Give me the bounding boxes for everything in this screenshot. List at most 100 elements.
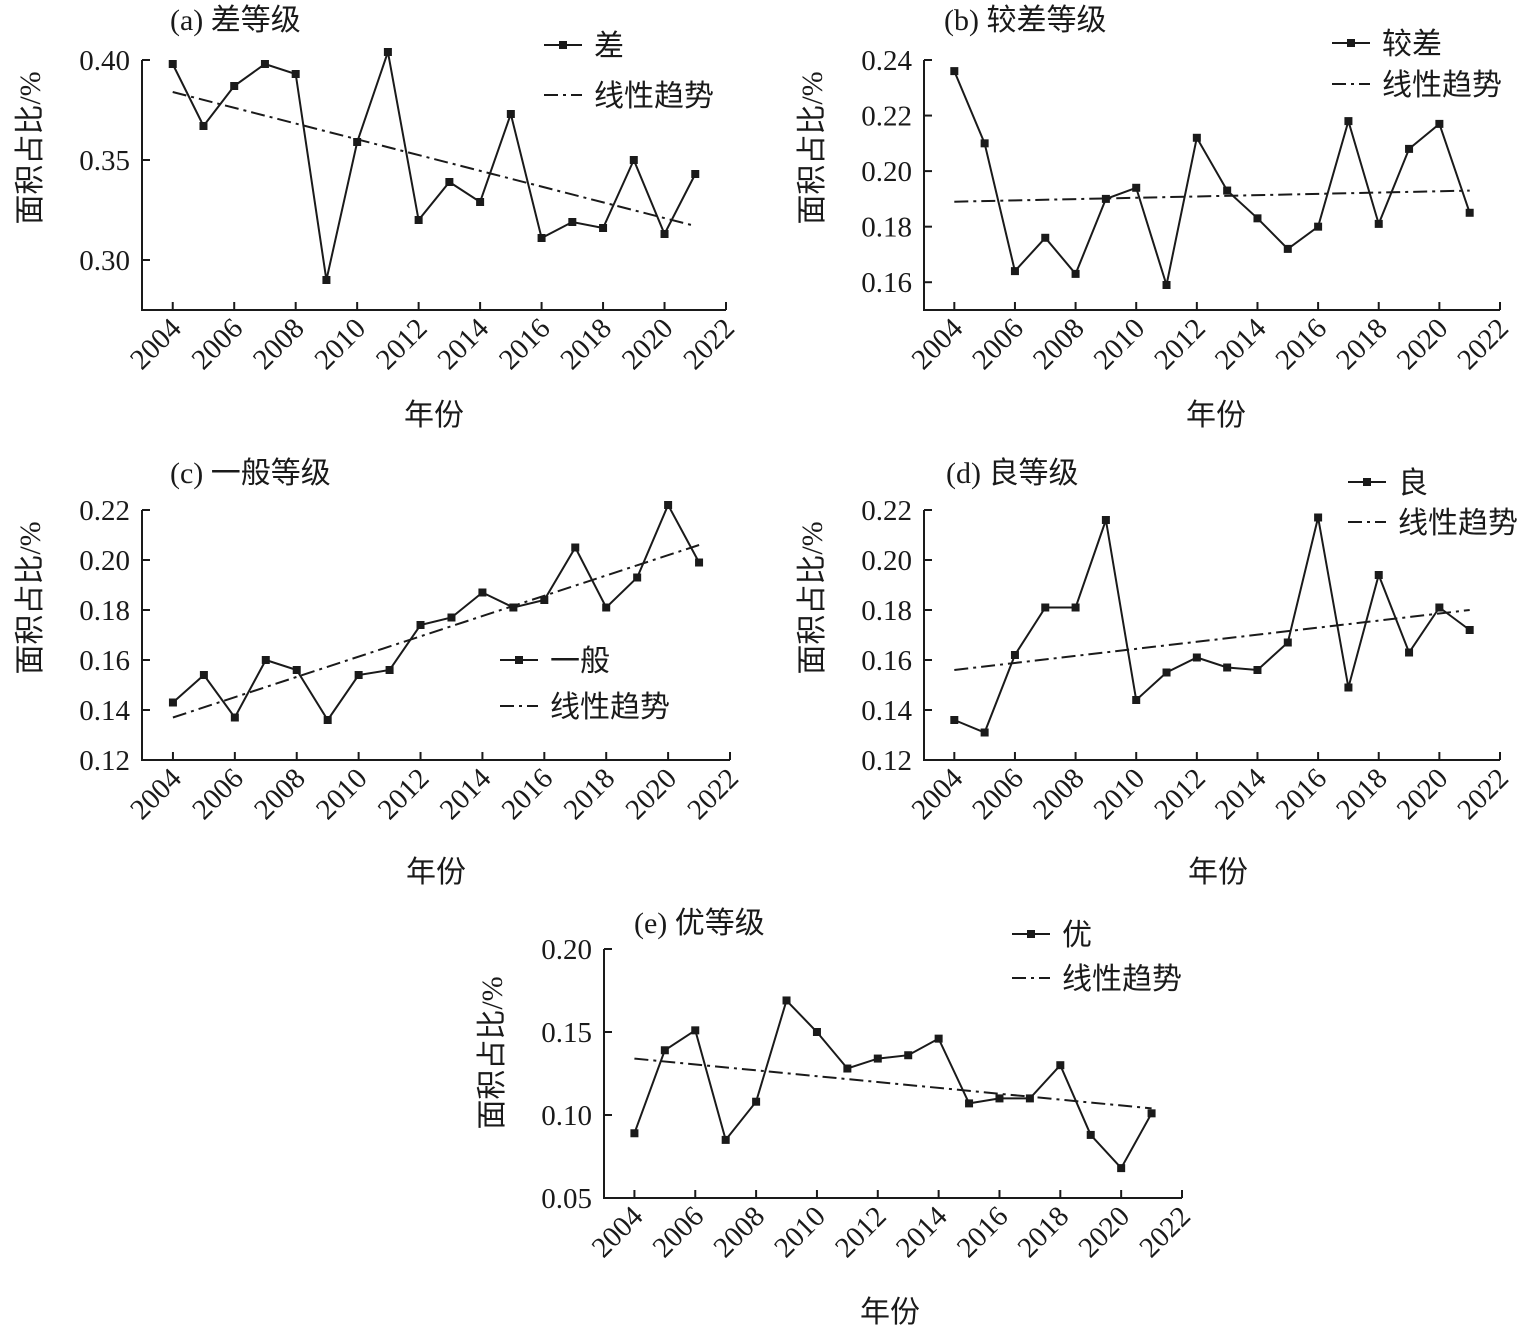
x-tick-label: 2018 [1330,312,1394,376]
y-axis-label: 面积占比/% [14,71,47,224]
x-tick-label: 2008 [1027,312,1091,376]
x-tick-label: 2004 [906,762,970,826]
data-point [1223,186,1232,195]
data-point [1192,133,1201,142]
x-tick-label: 2010 [310,762,374,826]
x-axis-label: 年份 [860,1296,920,1329]
x-tick-label: 2014 [431,312,495,376]
legend-marker [1363,478,1371,486]
data-point [476,198,485,206]
data-point [509,603,518,612]
x-tick-label: 2012 [370,312,434,376]
x-tick-label: 2008 [247,312,311,376]
data-point [414,216,423,224]
x-tick-label: 2006 [647,1200,711,1264]
data-point [199,671,208,679]
x-tick-label: 2004 [124,312,188,376]
data-point [1344,117,1353,126]
data-point [1344,683,1353,692]
data-point [168,60,177,68]
data-point [660,230,669,238]
legend-marker [1027,930,1035,938]
series-line [953,517,1471,734]
data-point [385,666,394,674]
data-point [629,156,638,164]
chart-panel-c: 0.12 0.14 0.16 0.18 0.20 0.22 2004200620082010… [14,457,745,889]
y-axis-label: 面积占比/% [796,521,829,674]
data-point [1465,208,1474,217]
y-axis-label: 面积占比/% [476,976,509,1129]
data-point [537,234,546,242]
x-axis-label: 年份 [1186,399,1246,432]
y-tick-label: 0.18 [79,595,130,627]
y-tick-label: 0.20 [861,545,912,577]
data-point [630,1129,639,1138]
x-tick-label: 2006 [966,762,1030,826]
y-tick-label: 0.18 [861,595,912,627]
x-tick-label: 2022 [1451,762,1515,826]
data-point [291,70,300,78]
trend-line [954,189,1470,203]
data-point [1435,119,1444,128]
series-line [633,998,1153,1170]
x-tick-label: 2006 [186,762,250,826]
data-point [540,596,549,604]
data-point [1010,267,1019,276]
data-point [1223,663,1232,672]
data-point [1314,222,1323,231]
data-point [571,543,580,552]
data-point [1041,603,1050,612]
y-tick-label: 0.15 [541,1017,592,1049]
x-tick-label: 2022 [681,762,745,826]
data-point [782,996,791,1005]
x-tick-label: 2016 [951,1200,1015,1264]
x-tick-label: 2014 [434,762,498,826]
x-tick-label: 2020 [1391,762,1455,826]
x-tick-label: 2020 [616,312,680,376]
x-tick-label: 2012 [829,1200,893,1264]
y-tick-label: 0.20 [541,934,592,966]
data-point [1253,214,1262,223]
x-tick-label: 2008 [707,1200,771,1264]
trend-line [172,91,696,227]
x-tick-label: 2014 [890,1200,954,1264]
data-point [695,558,704,567]
chart-title: (b) 较差等级 [944,4,1106,37]
x-tick-label: 2022 [1451,312,1515,376]
legend-label: 一般 [550,645,610,678]
data-point [691,170,700,178]
y-tick-label: 0.12 [79,745,130,777]
x-axis-label: 年份 [404,399,464,432]
legend-label: 线性趋势 [594,80,714,113]
chart-panel-b: 0.16 0.18 0.20 0.22 0.24 20042006200820102012… [796,4,1515,432]
data-point [1117,1164,1126,1173]
data-point [691,1026,700,1035]
legend-label: 较差 [1382,28,1442,61]
y-tick-label: 0.05 [541,1183,592,1215]
data-point [1056,1061,1065,1070]
data-point [1025,1094,1034,1103]
chart-panel-a: 0.30 0.35 0.40 2004200620082010201220142016… [14,4,741,432]
data-point [1374,219,1383,228]
data-point [416,621,425,629]
data-point [230,713,239,722]
x-tick-label: 2016 [1269,762,1333,826]
data-point [934,1034,943,1043]
x-tick-label: 2012 [1148,312,1212,376]
y-tick-label: 0.20 [861,156,912,188]
legend-label: 线性趋势 [1398,507,1518,540]
data-point [353,138,362,146]
x-axis-label: 年份 [406,856,466,889]
data-point [260,60,269,68]
y-tick-label: 0.16 [861,645,912,677]
data-point [721,1135,730,1144]
y-tick-label: 0.30 [79,245,130,277]
data-point [1071,603,1080,612]
y-tick-label: 0.14 [861,695,912,727]
data-point [1283,244,1292,253]
data-point [660,1046,669,1055]
chart-panel-d: 0.12 0.14 0.16 0.18 0.20 0.22 2004200620082010… [796,457,1518,889]
data-point [1010,651,1019,659]
data-point [980,139,989,148]
data-point [633,573,642,582]
